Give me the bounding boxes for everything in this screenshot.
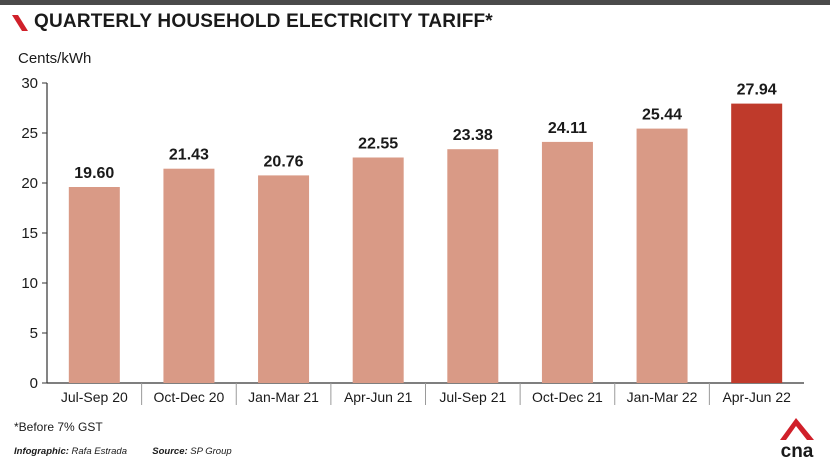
- data-label: 24.11: [548, 120, 587, 137]
- bar-jan-mar-22: [636, 128, 688, 383]
- data-label: 20.76: [264, 153, 304, 170]
- y-tick-label-10: 10: [21, 275, 38, 292]
- x-tick-label: Oct-Dec 20: [154, 389, 225, 405]
- chart-bars: [68, 103, 783, 383]
- bar-jul-sep-21: [447, 149, 499, 383]
- data-label: 21.43: [169, 147, 209, 164]
- data-label: 25.44: [642, 107, 682, 124]
- y-tick-label-25: 25: [21, 125, 38, 142]
- bar-oct-dec-21: [541, 141, 593, 383]
- x-tick-label: Oct-Dec 21: [532, 389, 603, 405]
- title-slash-icon: [12, 15, 28, 31]
- footnote: *Before 7% GST: [14, 420, 103, 434]
- source-label: Source:: [152, 446, 188, 457]
- credits: Infographic: Rafa Estrada Source: SP Gro…: [14, 446, 232, 457]
- cna-logo: cna: [780, 418, 814, 462]
- credit-value: Rafa Estrada: [71, 446, 127, 457]
- bar-jan-mar-21: [258, 175, 310, 383]
- bar-apr-jun-22: [731, 103, 783, 383]
- x-tick-label: Jan-Mar 22: [627, 389, 698, 405]
- top-bar: [0, 0, 830, 5]
- data-label: 27.94: [737, 82, 777, 99]
- y-axis-unit-label: Cents/kWh: [18, 50, 92, 67]
- bar-oct-dec-20: [163, 168, 215, 383]
- data-label: 19.60: [74, 165, 114, 182]
- chart-title: QUARTERLY HOUSEHOLD ELECTRICITY TARIFF*: [34, 11, 493, 32]
- y-tick-label-5: 5: [30, 325, 38, 342]
- y-tick-label-20: 20: [21, 175, 38, 192]
- data-label: 22.55: [358, 136, 398, 153]
- credit-label: Infographic:: [14, 446, 69, 457]
- bar-apr-jun-21: [352, 157, 404, 383]
- y-tick-label-30: 30: [21, 75, 38, 92]
- chart-labels: 19.60 Jul-Sep 20 21.43 Oct-Dec 20 20.76 Jan-M…: [61, 82, 791, 405]
- x-tick-label: Jul-Sep 21: [439, 389, 506, 405]
- x-tick-label: Apr-Jun 22: [722, 389, 791, 405]
- source-value: SP Group: [190, 446, 232, 457]
- x-tick-label: Jul-Sep 20: [61, 389, 128, 405]
- y-tick-label-15: 15: [21, 225, 38, 242]
- data-label: 23.38: [453, 127, 493, 144]
- y-tick-label-0: 0: [30, 375, 38, 392]
- bar-jul-sep-20: [68, 187, 120, 383]
- x-tick-label: Apr-Jun 21: [344, 389, 413, 405]
- x-tick-label: Jan-Mar 21: [248, 389, 319, 405]
- logo-text: cna: [781, 441, 814, 462]
